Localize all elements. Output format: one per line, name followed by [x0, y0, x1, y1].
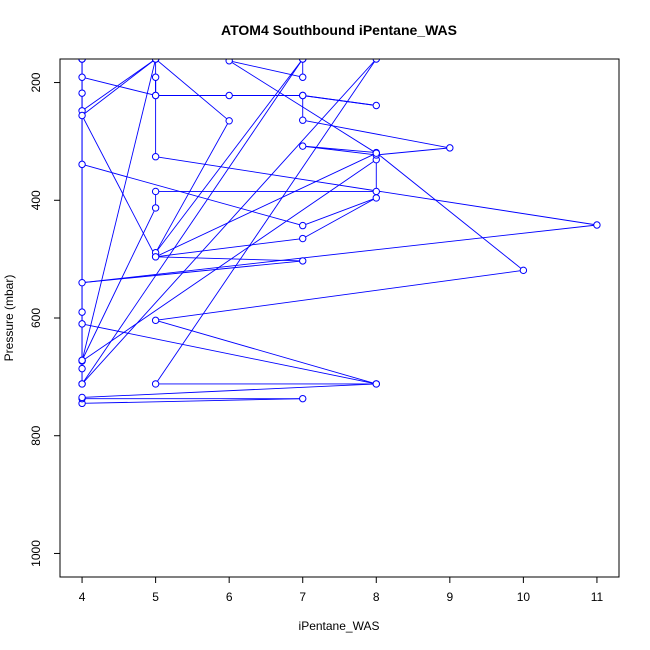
data-point [299, 221, 307, 230]
series-line-segment [82, 398, 303, 404]
x-tick-label: 4 [79, 590, 86, 604]
series-line-segment [155, 256, 303, 262]
series-line-segment [302, 197, 377, 227]
series-line-segment [81, 59, 157, 362]
data-point [78, 59, 86, 63]
series-line-segment [81, 115, 157, 257]
y-tick-label: 800 [29, 425, 43, 445]
series-line-segment [155, 238, 303, 258]
data-point [225, 59, 233, 65]
series-line-segment [155, 120, 230, 253]
series-line-segment [81, 59, 156, 112]
x-axis: 4 5 6 7 8 9 10 11 [79, 576, 604, 604]
y-tick-label: 1000 [29, 540, 43, 567]
x-tick-label: 9 [446, 590, 453, 604]
series-line-segment [82, 260, 303, 284]
series-line-segment [81, 59, 377, 385]
data-point [78, 380, 86, 388]
data-point [372, 101, 380, 110]
series-line-segment [82, 383, 377, 398]
data-point [151, 187, 160, 196]
data-point [372, 149, 380, 157]
data-point [372, 380, 380, 388]
data-point [519, 266, 528, 275]
y-tick-label: 400 [29, 190, 43, 210]
series-line-segment [376, 147, 450, 156]
data-point [151, 316, 160, 325]
data-point [78, 364, 86, 373]
x-tick-label: 6 [226, 590, 233, 604]
y-axis-label: Pressure (mbar) [2, 275, 16, 362]
series-line-segment [155, 269, 524, 321]
data-point [78, 356, 86, 365]
series-line-segment [302, 95, 377, 106]
data-point [225, 91, 233, 100]
data-point [151, 153, 160, 161]
plot-area [78, 59, 601, 408]
x-tick-label: 10 [517, 590, 531, 604]
series-line-segment [155, 319, 377, 385]
y-tick-label: 600 [29, 308, 43, 328]
series-line-segment [155, 152, 377, 258]
data-point [299, 91, 307, 100]
data-point [372, 194, 380, 202]
series-line-segment [81, 163, 303, 227]
data-point [78, 393, 86, 402]
data-point [299, 257, 307, 265]
data-point [593, 221, 601, 229]
data-point [78, 308, 86, 316]
y-axis: 200 400 600 800 1000 [29, 72, 61, 567]
data-point [151, 253, 160, 261]
data-point [446, 144, 454, 152]
series-line-segment [302, 197, 377, 239]
x-axis-label: iPentane_WAS [299, 619, 380, 633]
series-line-segment [81, 159, 377, 362]
data-point [78, 73, 86, 81]
data-point [299, 142, 307, 150]
chart-title: ATOM4 Southbound iPentane_WAS [221, 22, 457, 38]
series-line-segment [81, 323, 377, 385]
series-line-segment [302, 119, 450, 149]
series-line-segment [229, 60, 303, 78]
data-point [225, 117, 233, 125]
data-point [151, 59, 160, 63]
data-point [151, 204, 160, 212]
data-point [151, 73, 160, 81]
data-point [299, 59, 307, 63]
data-point [299, 116, 307, 124]
data-point [299, 73, 307, 81]
data-point [78, 160, 86, 169]
data-point [78, 89, 86, 97]
data-point [372, 59, 380, 63]
x-tick-label: 8 [373, 590, 380, 604]
series-line-segment [81, 59, 304, 385]
series-line-segment [155, 59, 377, 385]
series-line-segment [82, 224, 597, 284]
series-line-segment [302, 145, 377, 156]
x-tick-label: 7 [299, 590, 306, 604]
data-point [78, 278, 86, 287]
series-line-segment [375, 152, 524, 271]
data-point [151, 91, 160, 100]
series-line-segment [228, 60, 377, 154]
series-line-segment [81, 76, 156, 96]
data-point [151, 380, 160, 388]
data-point [372, 187, 380, 196]
y-tick-label: 200 [29, 72, 43, 92]
data-point [78, 320, 86, 328]
data-point [299, 234, 307, 243]
series-line-segment [155, 59, 230, 122]
series-line-segment [81, 59, 156, 116]
x-tick-label: 5 [152, 590, 159, 604]
data-point [78, 111, 86, 120]
x-tick-label: 11 [591, 590, 604, 604]
data-point [299, 394, 307, 403]
